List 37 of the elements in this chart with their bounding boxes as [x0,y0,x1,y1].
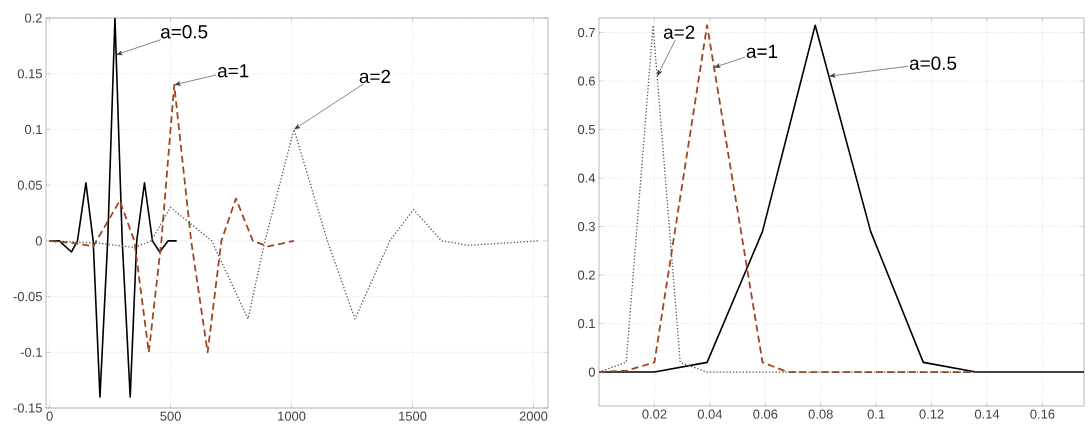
y-tick-label: 0.5 [577,124,595,135]
y-tick-label: 0.6 [577,76,595,86]
annotation: a=0.5 [909,56,957,70]
y-tick-label: 0.1 [577,318,595,329]
x-tick-label: 2000 [519,411,548,421]
x-tick-label: 500 [160,411,181,421]
y-tick-label: -0.05 [13,291,42,302]
annotation: a=2 [359,69,391,84]
y-tick-label: -0.1 [20,347,42,357]
annotation: a=1 [217,64,249,78]
x-tick-label: 0.02 [642,409,667,419]
x-tick-label: 0.04 [697,409,723,419]
x-tick-label: 0.1 [867,409,885,419]
y-tick-label: 0.2 [24,13,42,23]
annotation: a=2 [663,25,695,39]
annotation: a=0.5 [161,25,208,39]
x-tick-label: 0.16 [1030,409,1055,419]
x-tick-label: 0.08 [808,409,833,419]
line-series [599,24,977,373]
y-tick-label: 0.4 [577,173,596,183]
y-tick-label: 0.05 [17,180,42,190]
y-tick-label: 0.15 [17,69,42,79]
x-tick-label: 0.14 [974,409,1000,419]
y-tick-label: 0 [35,236,42,246]
x-tick-label: 0.12 [919,409,944,419]
y-tick-label: 0.7 [577,27,595,38]
x-tick-label: 1500 [399,411,427,421]
y-tick-label: 0.2 [577,270,595,280]
y-tick-label: 0.1 [24,124,42,135]
y-tick-label: 0.3 [577,221,595,232]
x-tick-label: 1000 [278,411,306,421]
x-tick-label: 0 [46,411,53,421]
y-tick-label: -0.15 [13,403,42,413]
x-tick-label: 0.06 [753,409,778,419]
y-tick-label: 0 [588,367,595,377]
annotation: a=1 [746,44,778,59]
line-series [48,83,295,354]
